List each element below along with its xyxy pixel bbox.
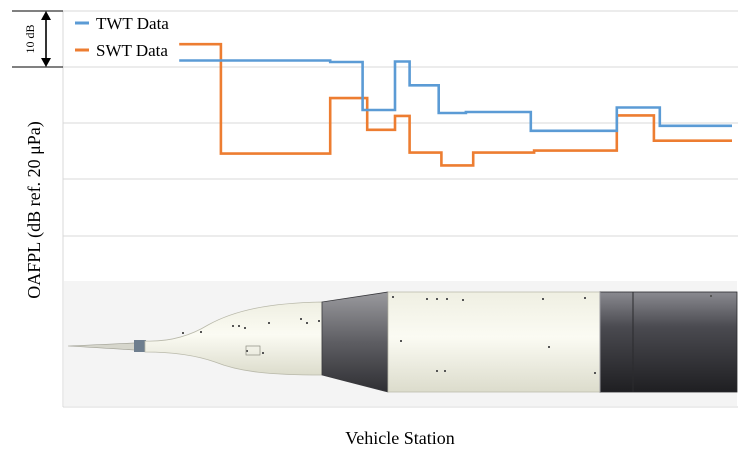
series-layer <box>179 42 732 167</box>
vehicle-upper-stage <box>387 291 601 393</box>
y-axis-title: OAFPL (dB ref. 20 μPa) <box>24 121 45 298</box>
scale-bar-up-arrowhead <box>41 11 51 20</box>
scale-bar: 10 dB <box>12 10 63 68</box>
scale-bar-down-arrowhead <box>41 58 51 67</box>
x-axis-title: Vehicle Station <box>345 428 454 448</box>
vehicle-access-panel <box>245 345 261 356</box>
vehicle-interstage <box>321 291 389 393</box>
plot-area <box>62 10 738 408</box>
vehicle-schematic <box>64 281 738 406</box>
series-line-twt-data <box>179 59 732 133</box>
series-line-swt-data <box>179 42 732 167</box>
legend-label-swt: SWT Data <box>96 41 168 60</box>
legend-label-twt: TWT Data <box>96 14 169 33</box>
vehicle-sensor-marks <box>182 295 712 374</box>
scale-bar-label: 10 dB <box>23 24 37 53</box>
vehicle-spike-fitting <box>134 340 146 352</box>
legend: TWT Data SWT Data <box>75 14 169 60</box>
vehicle-first-stage <box>599 291 738 393</box>
